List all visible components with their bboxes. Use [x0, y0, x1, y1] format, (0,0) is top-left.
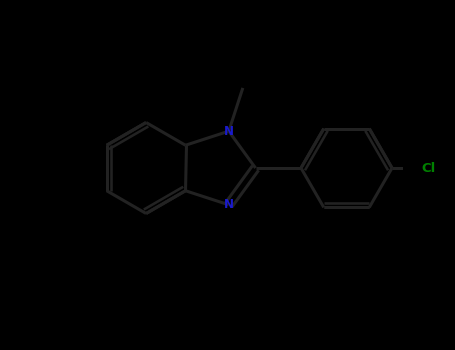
Text: N: N — [224, 125, 234, 138]
Text: Cl: Cl — [421, 161, 435, 175]
Text: N: N — [224, 198, 234, 211]
